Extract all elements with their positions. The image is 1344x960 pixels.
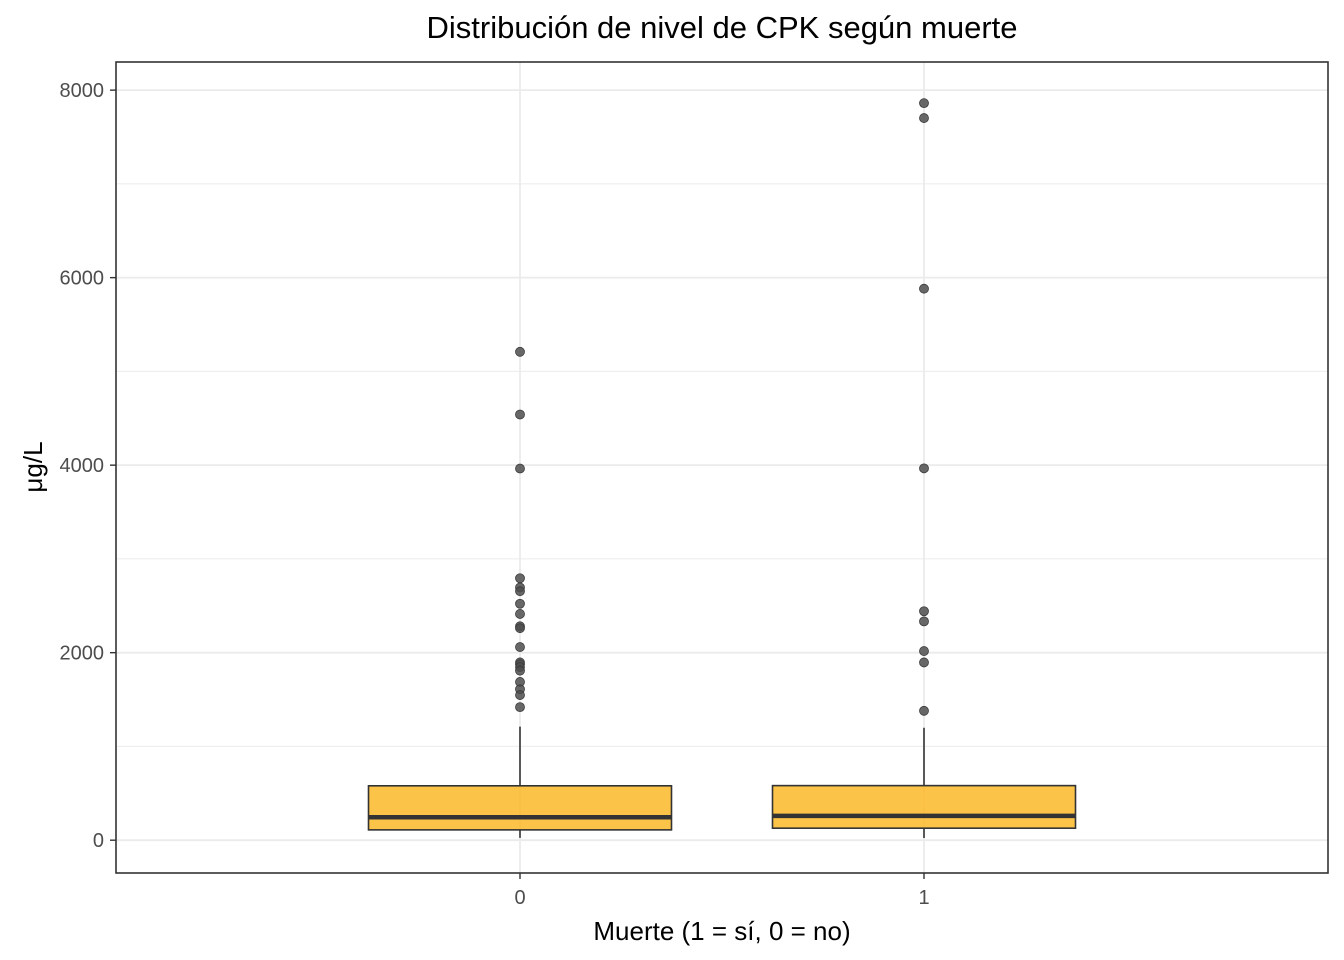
outlier-point (919, 646, 929, 656)
outlier-point (515, 573, 525, 584)
panel-background (116, 62, 1328, 873)
chart-title: Distribución de nivel de CPK según muert… (426, 10, 1018, 45)
outlier-point (919, 113, 929, 123)
x-tick-label: 0 (514, 887, 525, 909)
outlier-point (515, 642, 525, 652)
outlier-point (515, 463, 525, 474)
panel-border (115, 61, 1329, 874)
box-group-0 (367, 346, 673, 838)
y-tick-label: 0 (93, 830, 104, 852)
outlier-point (919, 283, 929, 294)
outlier-point (919, 606, 929, 617)
outlier-point (515, 690, 525, 700)
interquartile-box (771, 784, 1077, 829)
outlier-point (919, 463, 929, 474)
y-tick-label: 4000 (60, 455, 105, 477)
interquartile-box (367, 785, 673, 831)
outlier-point (515, 598, 525, 609)
outlier-point (515, 623, 525, 634)
outlier-point (515, 409, 525, 420)
y-tick-label: 2000 (60, 643, 105, 665)
outlier-point (919, 657, 929, 668)
y-axis-title: μg/L (18, 441, 48, 492)
outlier-point (515, 702, 525, 713)
box-group-1 (771, 98, 1077, 839)
outlier-point (515, 586, 525, 597)
outlier-point (919, 616, 929, 627)
outlier-point (515, 609, 525, 619)
y-tick-label: 6000 (60, 268, 105, 290)
outlier-point (515, 665, 525, 676)
outlier-point (919, 98, 929, 109)
outlier-point (515, 346, 525, 357)
x-axis-title: Muerte (1 = sí, 0 = no) (593, 916, 850, 946)
box-series (367, 98, 1077, 839)
x-tick-label: 1 (918, 887, 929, 909)
y-tick-label: 8000 (60, 80, 105, 102)
outlier-point (919, 705, 929, 716)
y-axis: 0 2000 4000 6000 8000 (60, 80, 116, 852)
